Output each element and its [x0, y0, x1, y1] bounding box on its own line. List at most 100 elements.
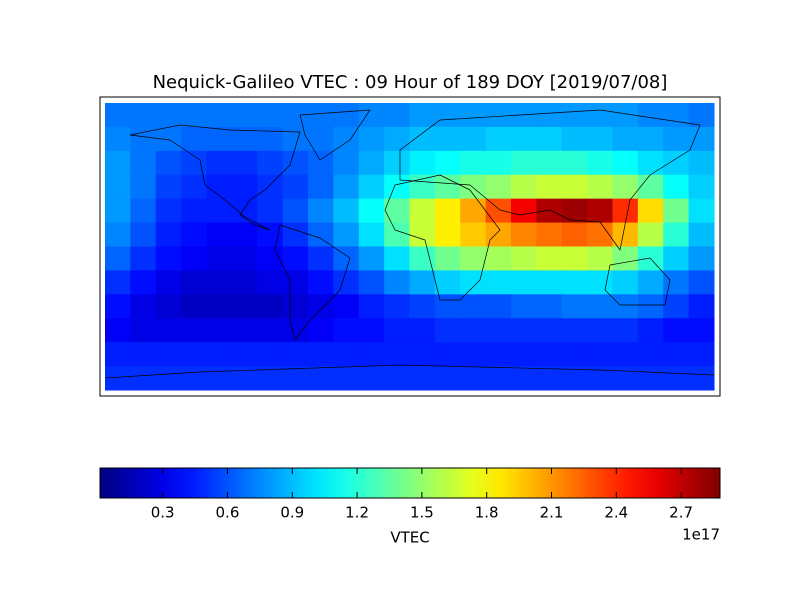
heatmap-cell — [637, 174, 664, 200]
heatmap-cell — [333, 294, 360, 319]
heatmap-cell — [587, 150, 613, 176]
heatmap-cell — [231, 174, 258, 200]
heatmap-cell — [663, 150, 690, 176]
heatmap-cell — [587, 222, 613, 247]
heatmap-cell — [384, 270, 410, 295]
heatmap-cell — [561, 342, 588, 367]
heatmap-cell — [206, 222, 233, 247]
heatmap-cell — [308, 246, 334, 271]
heatmap-cell — [384, 294, 410, 319]
heatmap-cell — [663, 126, 690, 152]
heatmap-cell — [231, 270, 258, 295]
heatmap-cell — [308, 318, 334, 343]
coastline — [129, 124, 301, 231]
heatmap-cell — [409, 198, 436, 224]
heatmap-cell — [358, 270, 385, 295]
heatmap-cell — [155, 174, 182, 200]
heatmap-cell — [561, 126, 588, 152]
heatmap-cell — [485, 150, 512, 176]
heatmap-cell — [308, 342, 334, 367]
heatmap-cell — [282, 222, 309, 247]
heatmap-cell — [409, 366, 436, 391]
heatmap-cell — [282, 150, 309, 176]
heatmap-cell — [181, 174, 207, 200]
heatmap-cell — [358, 150, 385, 176]
heatmap-cell — [663, 342, 690, 367]
heatmap-cell — [612, 342, 639, 367]
heatmap-cell — [308, 222, 334, 247]
heatmap-cell — [155, 150, 182, 176]
heatmap-cell — [612, 294, 639, 319]
heatmap-cell — [105, 246, 131, 271]
colorbar-tick-label: 1.5 — [410, 504, 434, 522]
heatmap-cell — [536, 198, 563, 224]
heatmap-cell — [485, 246, 512, 271]
heatmap-cell — [384, 174, 410, 200]
heatmap-cell — [333, 150, 360, 176]
heatmap-cell — [155, 342, 182, 367]
heatmap-cell — [282, 342, 309, 367]
heatmap-cell — [155, 222, 182, 247]
heatmap-cell — [434, 342, 461, 367]
colorbar-tick-label: 1.8 — [475, 504, 499, 522]
heatmap-cell — [257, 294, 284, 319]
heatmap-cell — [130, 318, 157, 343]
heatmap-cell — [181, 270, 207, 295]
heatmap-cell — [181, 103, 207, 128]
heatmap-cell — [663, 366, 690, 391]
heatmap-cell — [637, 198, 664, 224]
heatmap-cell — [612, 126, 639, 152]
heatmap-cell — [282, 366, 309, 391]
coastline — [399, 109, 701, 251]
heatmap-cell — [434, 366, 461, 391]
heatmap-cell — [409, 270, 436, 295]
heatmap-cell — [358, 366, 385, 391]
heatmap-cell — [333, 270, 360, 295]
heatmap-cell — [308, 174, 334, 200]
heatmap-cell — [663, 174, 690, 200]
heatmap-cell — [155, 270, 182, 295]
heatmap-cell — [181, 294, 207, 319]
heatmap-cell — [333, 174, 360, 200]
heatmap-cell — [155, 366, 182, 391]
heatmap-cell — [308, 294, 334, 319]
heatmap-cell — [587, 342, 613, 367]
heatmap-cell — [282, 174, 309, 200]
heatmap-cell — [257, 318, 284, 343]
heatmap-cell — [536, 150, 563, 176]
heatmap-cell — [663, 222, 690, 247]
heatmap-cell — [637, 366, 664, 391]
heatmap-cell — [231, 103, 258, 128]
heatmap-cell — [130, 150, 157, 176]
heatmap-cell — [485, 126, 512, 152]
heatmap-cell — [384, 126, 410, 152]
heatmap-cell — [485, 342, 512, 367]
heatmap-cell — [485, 366, 512, 391]
colorbar-tick-label: 2.1 — [540, 504, 564, 522]
heatmap-cell — [409, 150, 436, 176]
heatmap-cell — [460, 103, 487, 128]
heatmap-cell — [257, 342, 284, 367]
heatmap-cell — [688, 270, 715, 295]
heatmap-cell — [333, 126, 360, 152]
heatmap-cell — [485, 294, 512, 319]
colorbar-offset: 1e17 — [682, 526, 720, 544]
heatmap-cell — [206, 246, 233, 271]
heatmap-cell — [536, 126, 563, 152]
heatmap-cell — [155, 294, 182, 319]
heatmap-cell — [688, 294, 715, 319]
heatmap-cell — [460, 294, 487, 319]
heatmap-cell — [282, 246, 309, 271]
heatmap-cell — [308, 150, 334, 176]
heatmap-cell — [536, 294, 563, 319]
heatmap-cell — [688, 174, 715, 200]
heatmap-cell — [434, 103, 461, 128]
heatmap-cell — [282, 318, 309, 343]
heatmap-cell — [231, 342, 258, 367]
heatmap-cell — [231, 294, 258, 319]
heatmap-cell — [231, 318, 258, 343]
heatmap-cell — [308, 103, 334, 128]
heatmap-cell — [105, 198, 131, 224]
